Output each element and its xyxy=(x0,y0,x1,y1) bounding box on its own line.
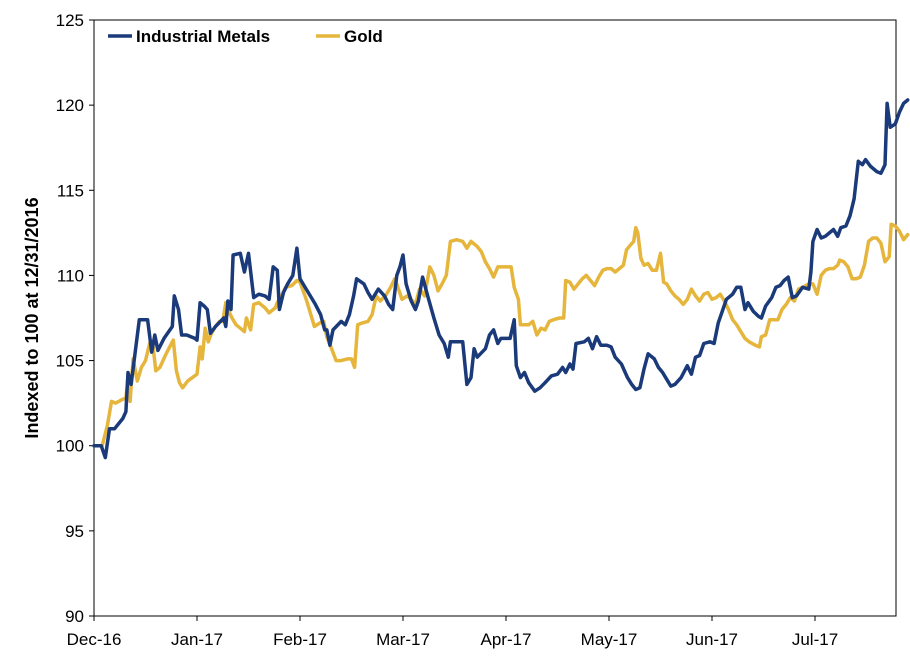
x-tick-label: May-17 xyxy=(581,630,638,649)
x-tick-label: Apr-17 xyxy=(480,630,531,649)
x-axis-ticks: Dec-16 Jan-17 Feb-17 Mar-17 Apr-17 May-17 Jun-… xyxy=(67,616,838,649)
y-tick-label: 105 xyxy=(56,352,84,371)
x-tick-label: Feb-17 xyxy=(273,630,327,649)
y-tick-label: 125 xyxy=(56,11,84,30)
y-axis-title: Indexed to 100 at 12/31/2016 xyxy=(22,197,42,438)
y-axis-ticks: 90 95 100 105 110 115 120 125 xyxy=(56,11,94,626)
plot-frame xyxy=(93,19,897,617)
x-tick-label: Jun-17 xyxy=(686,630,738,649)
x-tick-label: Mar-17 xyxy=(376,630,430,649)
y-tick-label: 90 xyxy=(65,607,84,626)
chart-axes xyxy=(93,19,897,617)
legend: Industrial Metals Gold xyxy=(108,27,383,46)
y-tick-label: 100 xyxy=(56,437,84,456)
x-tick-label: Dec-16 xyxy=(67,630,122,649)
y-tick-label: 120 xyxy=(56,96,84,115)
series-lines xyxy=(92,98,910,460)
y-tick-label: 115 xyxy=(57,181,84,200)
legend-label-industrial-metals: Industrial Metals xyxy=(136,27,270,46)
x-tick-label: Jan-17 xyxy=(171,630,223,649)
y-tick-label: 95 xyxy=(65,522,84,541)
y-tick-label: 110 xyxy=(57,266,84,285)
x-tick-label: Jul-17 xyxy=(792,630,838,649)
gold-line xyxy=(92,222,910,448)
legend-label-gold: Gold xyxy=(344,27,383,46)
industrial-metals-line xyxy=(92,98,910,460)
